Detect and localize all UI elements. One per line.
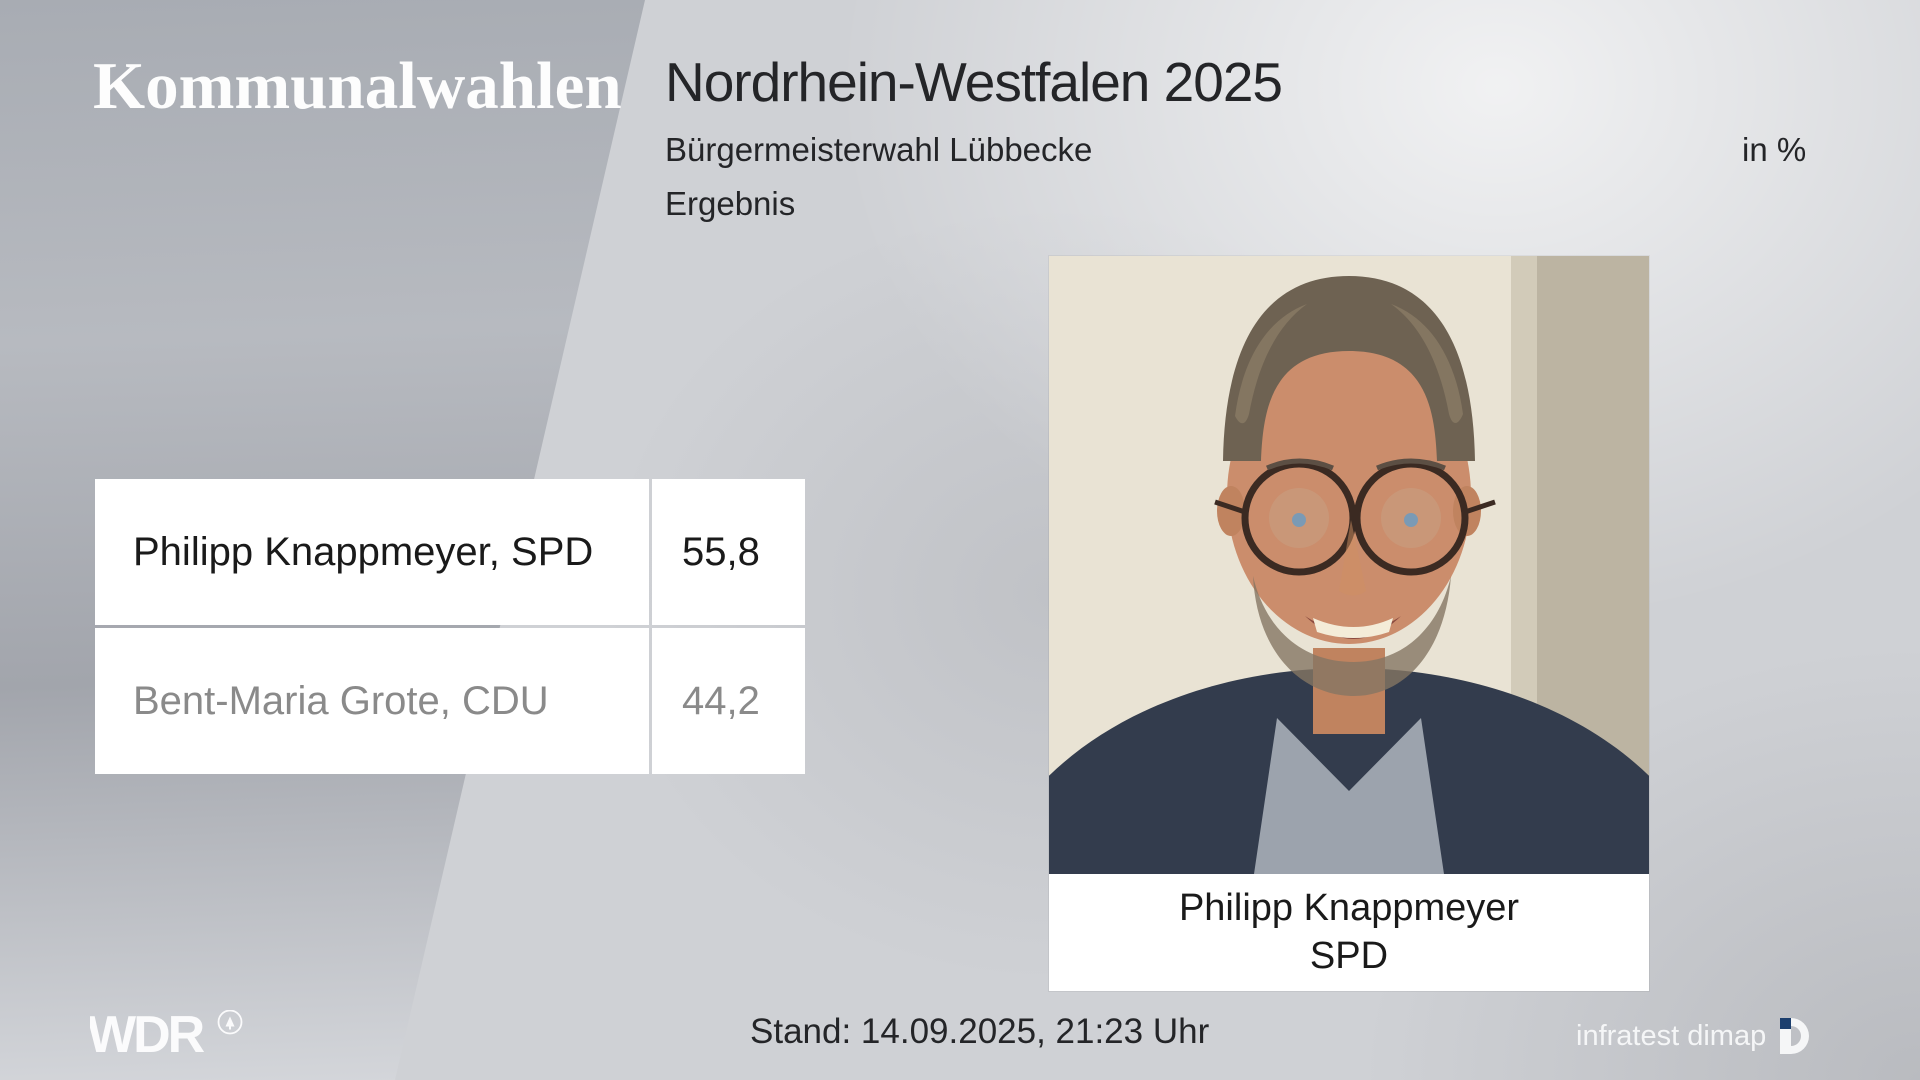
svg-text:WDR: WDR [90, 1010, 205, 1060]
